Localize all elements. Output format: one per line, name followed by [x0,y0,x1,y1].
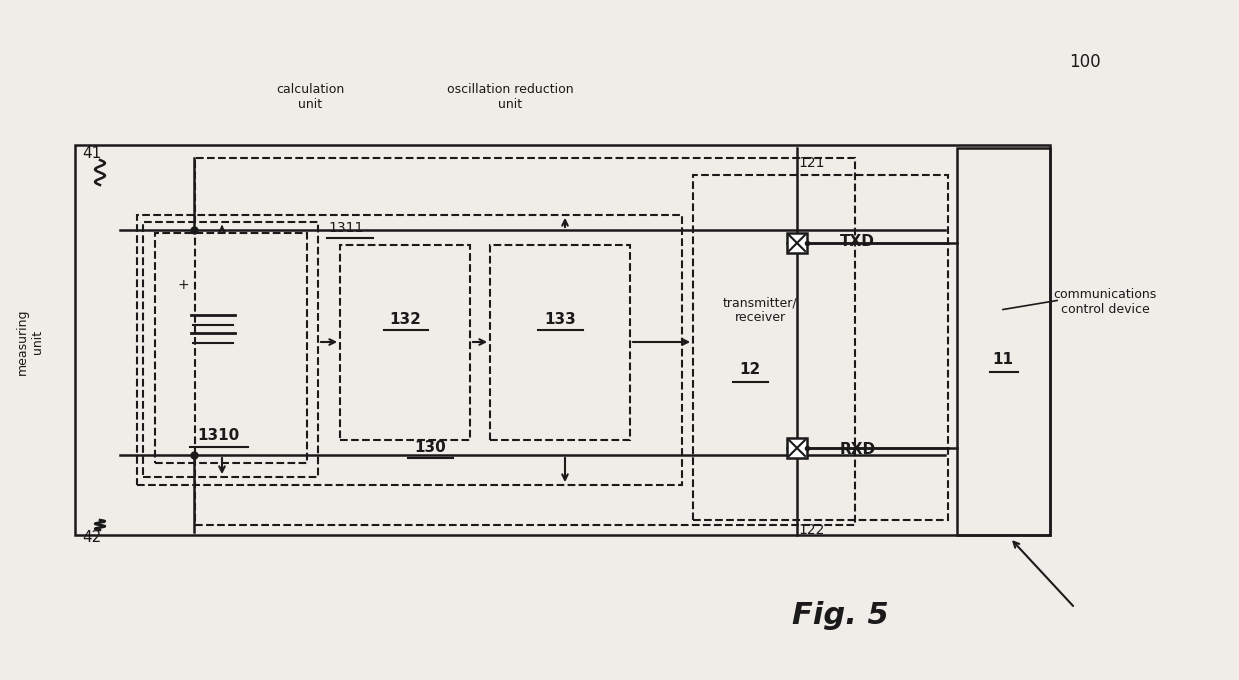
Bar [693,175,948,520]
Text: 1311: 1311 [328,221,363,235]
Text: 11: 11 [992,352,1014,367]
Text: +: + [177,278,188,292]
Bar [76,145,1049,535]
Bar [155,233,307,463]
Text: 100: 100 [1069,53,1100,71]
Text: 121: 121 [799,156,825,170]
Bar [787,438,807,458]
Text: 41: 41 [82,146,102,160]
Bar [957,148,1049,535]
Text: Fig. 5: Fig. 5 [792,600,888,630]
Bar [339,245,470,440]
Text: 1310: 1310 [197,428,239,443]
Text: 130: 130 [414,441,446,456]
Text: communications
control device: communications control device [1053,288,1157,316]
Bar [787,233,807,253]
Text: oscillation reduction
unit: oscillation reduction unit [447,83,574,111]
Bar [195,158,855,525]
Text: TXD: TXD [840,235,875,250]
Text: transmitter/
receiver: transmitter/ receiver [722,296,798,324]
Text: 122: 122 [799,523,825,537]
Text: measuring
unit: measuring unit [16,309,45,375]
Bar [142,222,318,477]
Text: 132: 132 [389,313,421,328]
Text: calculation
unit: calculation unit [276,83,344,111]
Bar [489,245,629,440]
Text: 12: 12 [740,362,761,377]
Text: RXD: RXD [840,443,876,458]
Bar [138,215,681,485]
Text: 133: 133 [544,313,576,328]
Text: 42: 42 [82,530,102,545]
